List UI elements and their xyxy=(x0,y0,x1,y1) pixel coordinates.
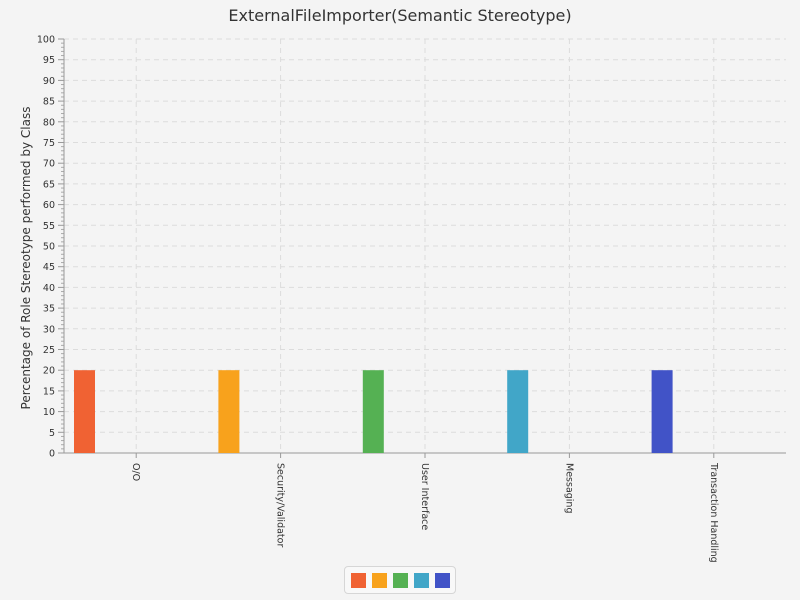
y-tick-label: 85 xyxy=(43,97,55,108)
y-tick-label: 80 xyxy=(43,117,55,128)
bar xyxy=(74,370,95,453)
y-tick-label: 95 xyxy=(43,55,55,66)
x-tick-label: Transaction Handling xyxy=(708,462,719,563)
chart-title: ExternalFileImporter(Semantic Stereotype… xyxy=(228,6,572,25)
y-tick-labels: 0 5 10 15 20 25 30 35 40 45 50 55 60 65 70 75 80 85 90 95 10… xyxy=(37,35,55,460)
x-tick-labels: O/O Security/Validator User Interface Messa… xyxy=(130,462,719,563)
y-tick-label: 0 xyxy=(49,449,55,460)
y-tick-label: 10 xyxy=(43,407,55,418)
bar xyxy=(651,370,673,453)
y-tick-label: 30 xyxy=(43,324,55,335)
y-tick-label: 15 xyxy=(43,386,55,397)
bars xyxy=(74,370,673,453)
y-tick-label: 45 xyxy=(43,262,55,273)
x-tick-label: Security/Validator xyxy=(275,463,286,547)
y-tick-label: 70 xyxy=(43,159,55,170)
legend-swatch xyxy=(434,572,450,588)
y-tick-label: 20 xyxy=(43,366,55,377)
legend-swatch xyxy=(350,572,366,588)
y-tick-label: 55 xyxy=(43,221,55,232)
bar xyxy=(218,370,240,453)
y-tick-label: 40 xyxy=(43,283,55,294)
legend-swatch xyxy=(371,572,387,588)
x-tick-label: User Interface xyxy=(419,463,430,530)
y-tick-label: 25 xyxy=(43,345,55,356)
axes xyxy=(58,38,786,458)
x-tick-label: Messaging xyxy=(563,463,574,513)
legend-swatch xyxy=(413,572,429,588)
legend xyxy=(344,566,456,594)
y-tick-label: 90 xyxy=(43,76,55,87)
y-tick-label: 5 xyxy=(49,428,55,439)
y-tick-label: 50 xyxy=(43,242,55,253)
y-tick-label: 65 xyxy=(43,179,55,190)
x-tick-label: O/O xyxy=(130,463,141,481)
bar xyxy=(362,370,384,453)
y-tick-label: 60 xyxy=(43,200,55,211)
y-tick-label: 100 xyxy=(37,35,55,46)
y-tick-label: 35 xyxy=(43,304,55,315)
y-tick-label: 75 xyxy=(43,138,55,149)
grid-lines xyxy=(64,38,786,453)
legend-swatch xyxy=(392,572,408,588)
bar xyxy=(507,370,529,453)
